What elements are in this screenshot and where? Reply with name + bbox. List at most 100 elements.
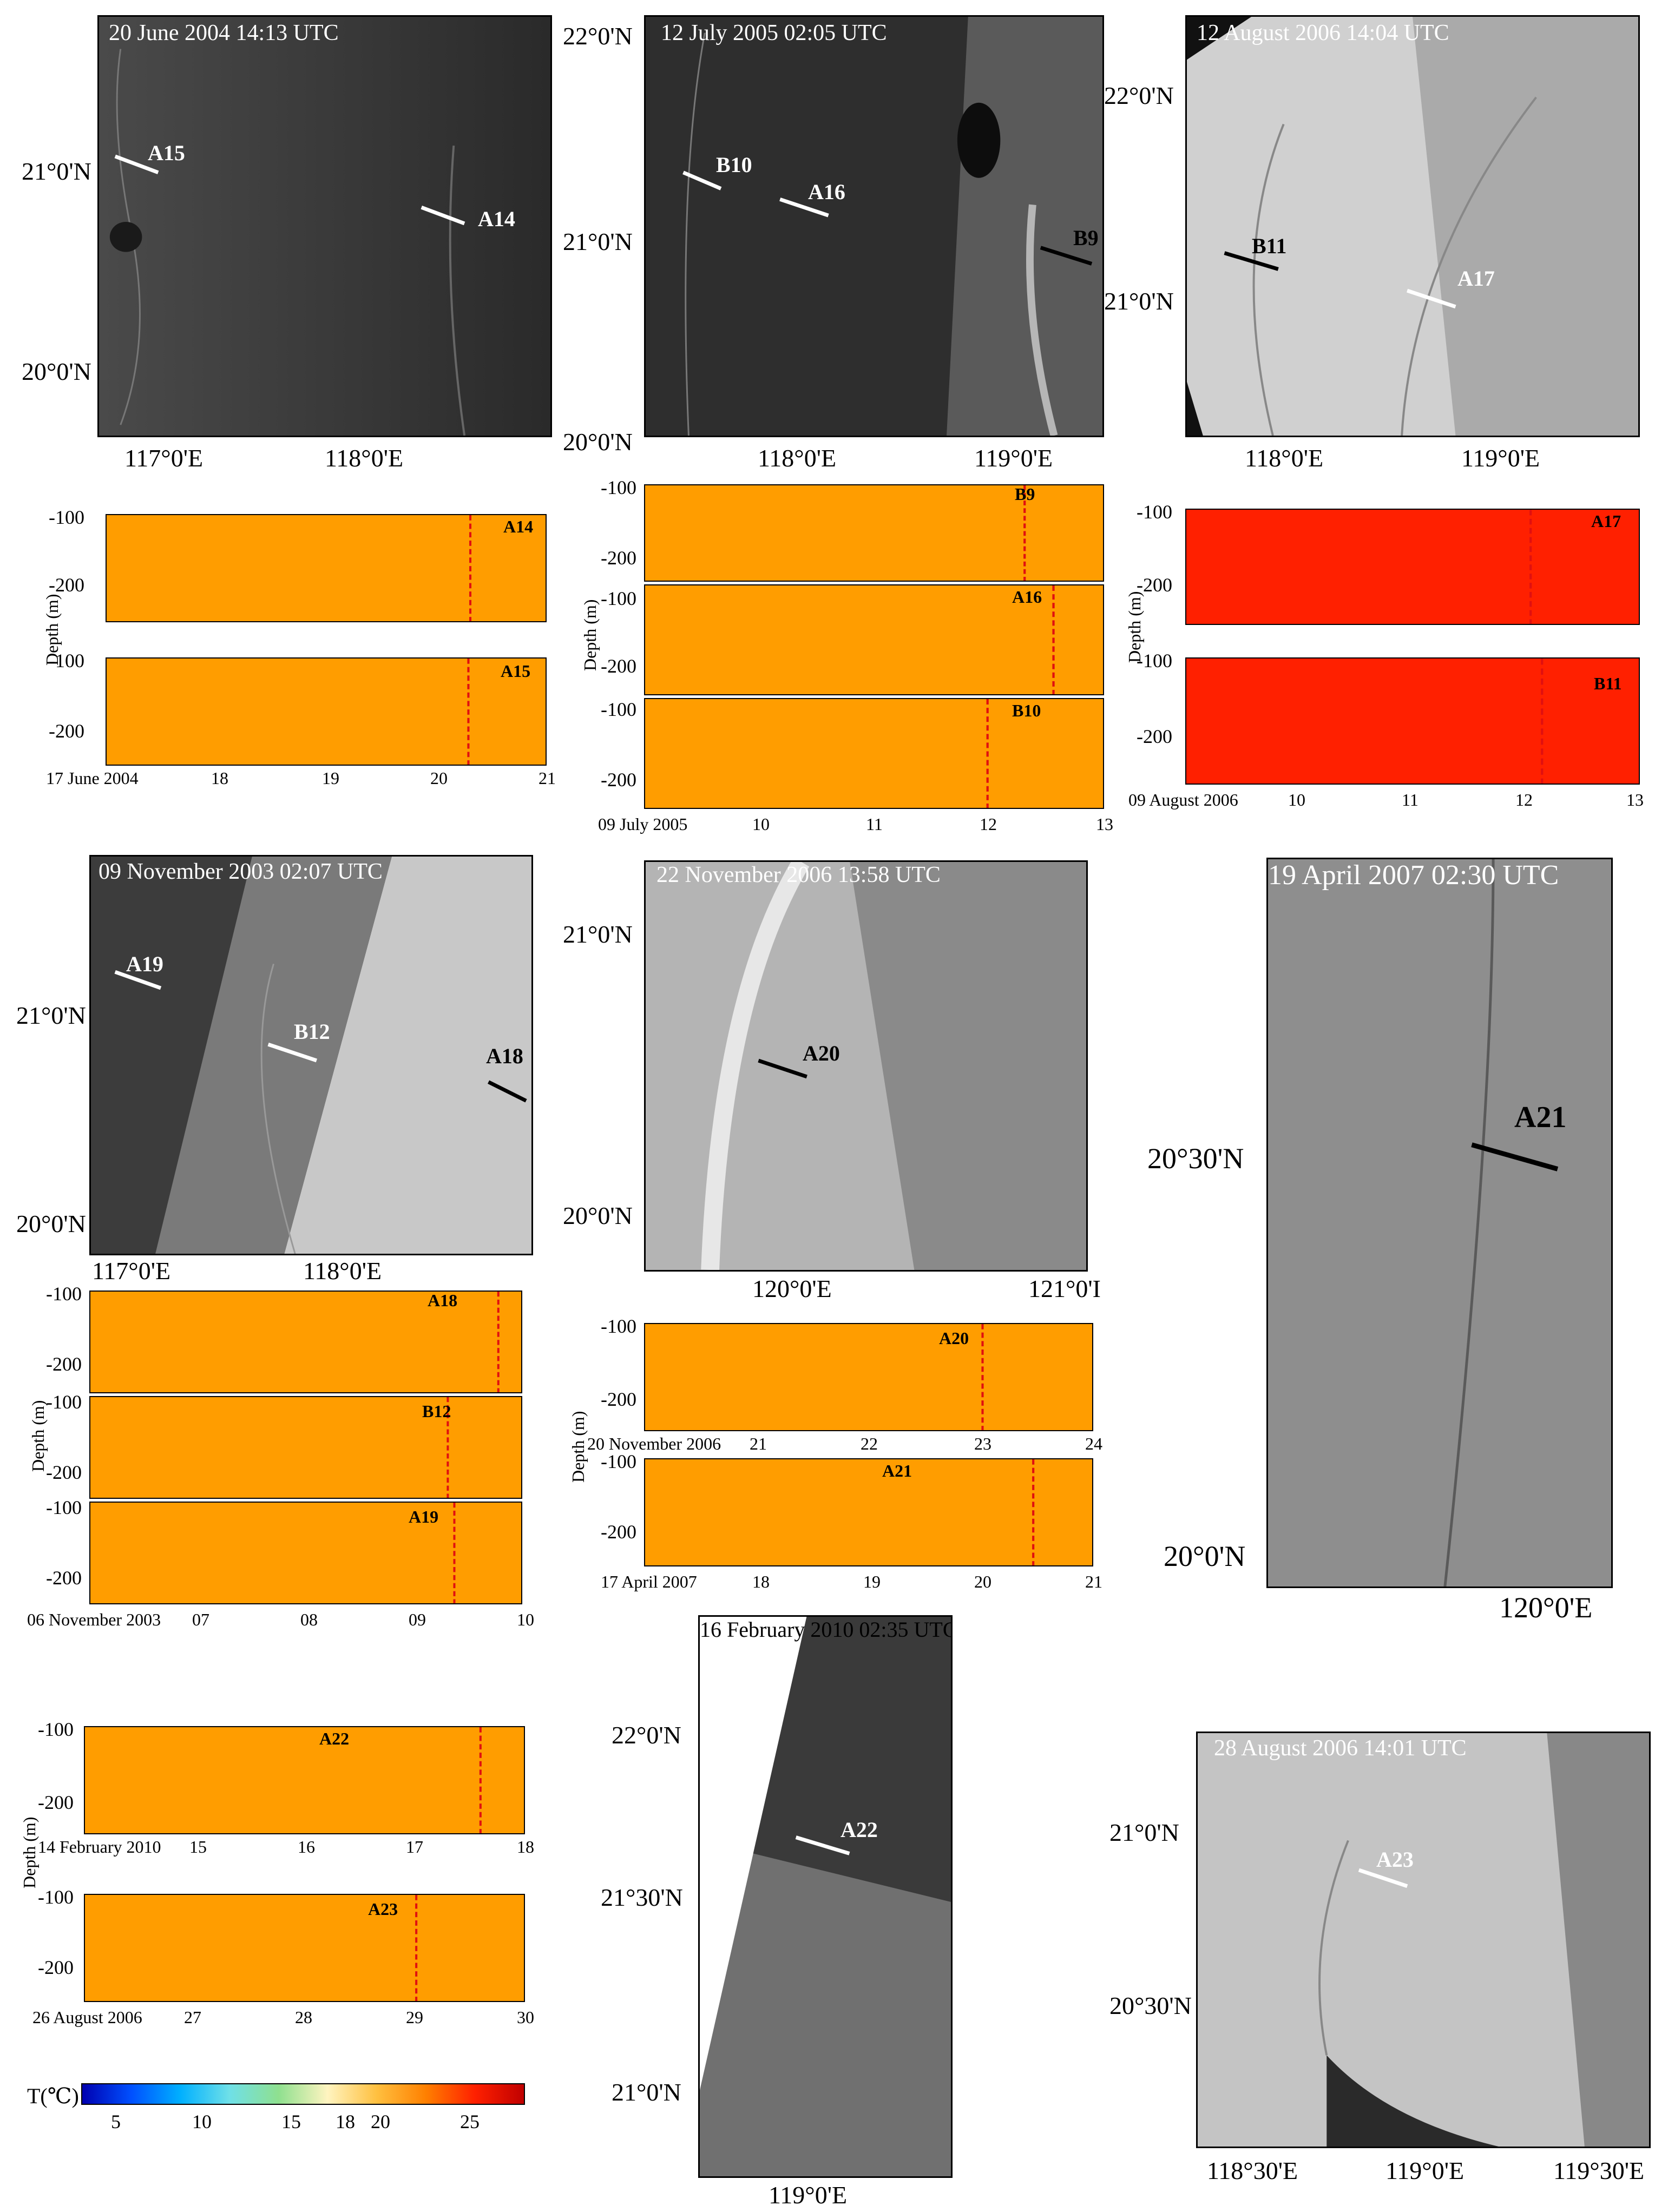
feature-label-b12: B12 (294, 1019, 330, 1044)
lon-label: 118°0'E (325, 444, 404, 472)
lat-label: 21°0'N (22, 157, 91, 185)
y-tick: -200 (601, 1521, 636, 1543)
x-tick: 10 (752, 814, 770, 834)
colorbar-tick: 25 (460, 2111, 480, 2132)
section-plot-a15 (106, 657, 547, 766)
y-tick: -200 (1137, 574, 1172, 596)
lat-label: 20°0'N (563, 1202, 633, 1229)
y-tick: -100 (38, 1719, 74, 1740)
feature-label-a16: A16 (808, 180, 845, 204)
temperature-band (1186, 510, 1639, 624)
x-tick: 10 (517, 1610, 534, 1629)
y-tick: -200 (1137, 726, 1172, 747)
x-tick: 12 (980, 814, 997, 834)
section-label: B9 (1015, 484, 1035, 504)
lat-label: 22°0'N (563, 22, 633, 50)
temperature-band (107, 659, 546, 765)
lat-label: 20°0'N (563, 428, 633, 456)
sar-image-panel-1: 20 June 2004 14:13 UTC A15 A14 (97, 15, 552, 437)
x-tick: 21 (539, 768, 556, 788)
feature-label-b11: B11 (1252, 234, 1287, 258)
y-tick: -200 (49, 720, 84, 742)
feature-label-a22: A22 (840, 1818, 878, 1842)
temperature-band (90, 1503, 521, 1603)
y-tick: -200 (601, 655, 636, 677)
lon-label: 121°0'I (1028, 1275, 1101, 1302)
lat-label: 22°0'N (612, 1721, 681, 1749)
x-tick: 11 (866, 814, 883, 834)
image-timestamp: 19 April 2007 02:30 UTC (1268, 860, 1559, 891)
y-axis-label: Depth (m) (580, 599, 600, 671)
y-tick: -100 (49, 506, 84, 528)
x-tick: 10 (1288, 790, 1305, 809)
feature-label-a14: A14 (478, 207, 515, 231)
temperature-band (645, 1459, 1092, 1565)
colorbar-tick: 5 (111, 2111, 121, 2132)
x-tick: 20 (974, 1572, 991, 1591)
temperature-band (85, 1727, 524, 1833)
feature-label-a23: A23 (1376, 1847, 1414, 1872)
image-timestamp: 12 August 2006 14:04 UTC (1197, 21, 1449, 45)
section-label: A17 (1591, 511, 1621, 531)
x-tick: 28 (295, 2007, 312, 2027)
colorbar-tick: 15 (281, 2111, 301, 2132)
image-timestamp: 09 November 2003 02:07 UTC (98, 859, 383, 884)
lat-label: 20°30'N (1109, 1992, 1192, 2019)
sar-image-panel-2: 12 July 2005 02:05 UTC B10 A16 B9 (644, 15, 1104, 437)
temperature-band (107, 515, 546, 621)
x-tick: 19 (322, 768, 339, 788)
lon-label: 118°0'E (1245, 444, 1324, 472)
x-tick: 30 (517, 2007, 534, 2027)
y-tick: -100 (49, 650, 84, 672)
y-tick: -100 (1137, 501, 1172, 523)
y-tick: -200 (601, 769, 636, 791)
x-tick: 18 (752, 1572, 770, 1591)
lon-label: 119°0'E (769, 2181, 848, 2209)
temperature-band (85, 1895, 524, 2001)
section-label: A22 (319, 1729, 350, 1748)
section-label: A19 (409, 1507, 439, 1526)
x-tick: 17 (406, 1837, 423, 1857)
y-tick: -100 (46, 1497, 82, 1518)
section-label: A21 (882, 1461, 912, 1480)
x-tick: 17 April 2007 (601, 1572, 697, 1591)
sar-image-panel-5: 22 November 2006 13:58 UTC A20 (644, 860, 1088, 1272)
x-tick: 08 (300, 1610, 318, 1629)
colorbar-tick: 10 (192, 2111, 212, 2132)
x-tick: 13 (1096, 814, 1113, 834)
y-tick: -200 (38, 1792, 74, 1813)
section-label: A20 (939, 1328, 969, 1348)
lat-label: 21°0'N (1109, 1819, 1179, 1846)
lon-label: 117°0'E (124, 444, 203, 472)
feature-label-a21: A21 (1514, 1101, 1567, 1134)
y-tick: -100 (46, 1391, 82, 1413)
x-tick: 20 (430, 768, 448, 788)
y-tick: -100 (46, 1283, 82, 1305)
y-axis-label: Depth (m) (568, 1411, 588, 1483)
lat-label: 22°0'N (1104, 82, 1174, 109)
temperature-band (90, 1292, 521, 1392)
x-tick: 09 (409, 1610, 426, 1629)
lat-label: 21°0'N (612, 2078, 681, 2106)
temperature-band (1186, 659, 1639, 784)
section-label: A23 (368, 1899, 398, 1919)
x-tick: 16 (298, 1837, 315, 1857)
lat-label: 20°0'N (22, 358, 91, 385)
feature-label-a17: A17 (1457, 266, 1495, 291)
x-tick: 20 November 2006 (587, 1434, 721, 1453)
lat-label: 21°0'N (563, 228, 633, 255)
temperature-band (645, 485, 1103, 581)
section-plot-a14 (106, 514, 547, 622)
section-plot-b10 (644, 698, 1104, 809)
lon-label: 119°30'E (1553, 2157, 1645, 2184)
lon-label: 120°0'E (752, 1275, 832, 1302)
x-tick: 09 July 2005 (598, 814, 688, 834)
lat-label: 20°0'N (16, 1210, 86, 1237)
temperature-band (645, 585, 1103, 694)
x-tick: 23 (974, 1434, 991, 1453)
x-tick: 19 (863, 1572, 881, 1591)
x-tick: 18 (517, 1837, 534, 1857)
section-plot-a18 (89, 1291, 522, 1393)
y-tick: -200 (38, 1957, 74, 1978)
section-label: B10 (1012, 701, 1041, 720)
